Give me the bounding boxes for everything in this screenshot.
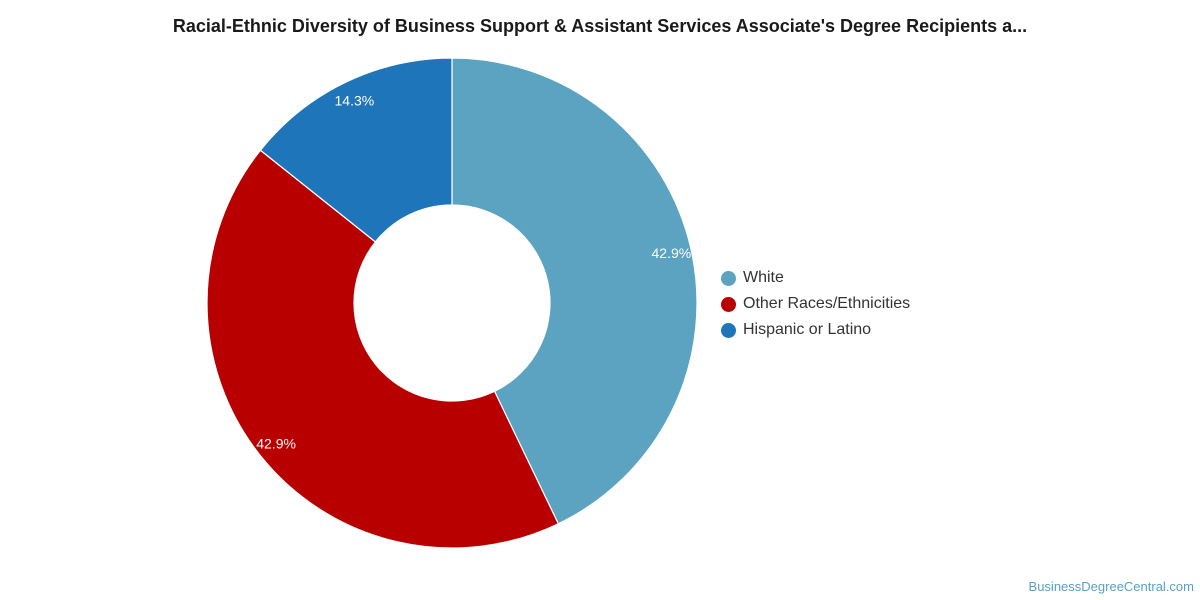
legend-item[interactable]: Other Races/Ethnicities — [721, 291, 910, 317]
slice-label: 42.9% — [652, 245, 692, 261]
slice-white[interactable] — [451, 57, 698, 525]
chart-title: Racial-Ethnic Diversity of Business Supp… — [172, 16, 1028, 36]
legend-label: Hispanic or Latino — [743, 321, 872, 338]
slice-label: 14.3% — [335, 92, 375, 108]
legend-item[interactable]: White — [721, 265, 910, 291]
legend-label: White — [743, 269, 784, 286]
legend-swatch — [721, 322, 736, 338]
chart-legend: White Other Races/Ethnicities Hispanic or … — [721, 265, 910, 343]
legend-label: Other Races/Ethnicities — [743, 295, 911, 312]
legend-swatch — [721, 296, 736, 312]
slice-other-races-ethnicities[interactable] — [206, 149, 560, 549]
slice-label: 42.9% — [256, 435, 296, 451]
source-credit[interactable]: BusinessDegreeCentral.com — [1028, 579, 1194, 594]
legend-swatch — [721, 270, 736, 286]
slice-hispanic-or-latino[interactable] — [259, 57, 453, 243]
legend-item[interactable]: Hispanic or Latino — [721, 317, 910, 343]
